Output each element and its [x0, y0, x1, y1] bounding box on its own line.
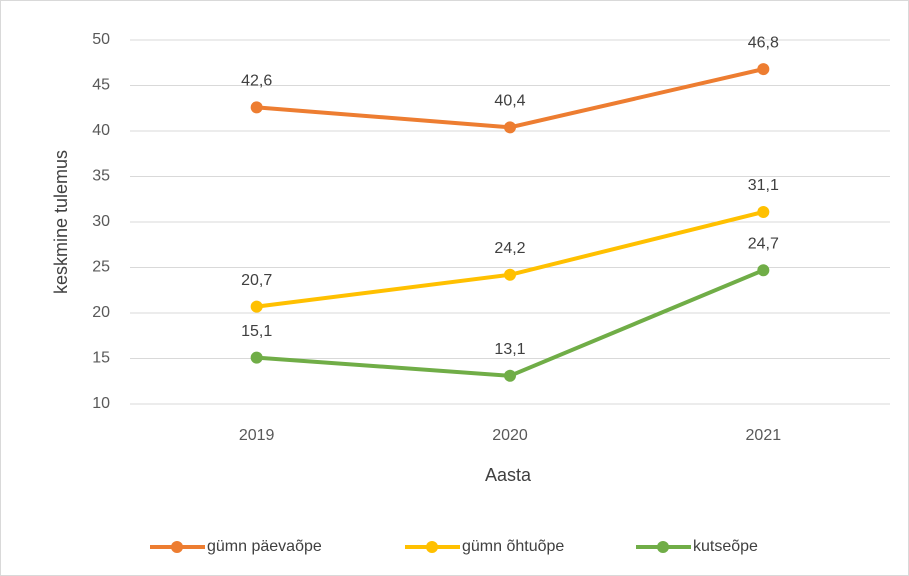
y-tick-label: 15	[92, 350, 110, 367]
marker	[250, 351, 263, 364]
data-label: 40,4	[494, 93, 525, 110]
x-tick-label: 2019	[239, 427, 275, 444]
y-tick-label: 45	[92, 77, 110, 94]
data-label: 20,7	[241, 272, 272, 289]
y-tick-label: 35	[92, 168, 110, 185]
x-tick-label: 2020	[492, 427, 528, 444]
y-tick-label: 50	[92, 31, 110, 48]
legend-marker	[171, 541, 183, 553]
data-label: 13,1	[494, 341, 525, 358]
y-tick-label: 40	[92, 122, 110, 139]
marker	[504, 369, 516, 382]
legend-marker	[426, 541, 438, 553]
data-label: 31,1	[748, 177, 779, 194]
data-label: 24,2	[494, 240, 525, 257]
marker	[504, 268, 516, 281]
legend-label: gümn päevaõpe	[207, 538, 322, 555]
legend-label: gümn õhtuõpe	[462, 538, 564, 555]
data-label: 46,8	[748, 34, 779, 51]
marker	[250, 101, 263, 114]
marker	[757, 205, 770, 218]
y-axis-label: keskmine tulemus	[51, 150, 71, 294]
marker	[757, 264, 770, 277]
legend-marker	[657, 541, 669, 553]
marker	[757, 63, 770, 76]
legend-label: kutseõpe	[693, 538, 758, 555]
y-tick-label: 20	[92, 304, 110, 321]
y-tick-label: 25	[92, 259, 110, 276]
y-tick-label: 30	[92, 213, 110, 230]
x-axis-label: Aasta	[485, 465, 532, 485]
data-label: 15,1	[241, 323, 272, 340]
x-tick-label: 2021	[746, 427, 782, 444]
data-label: 42,6	[241, 73, 272, 90]
data-label: 24,7	[748, 235, 779, 252]
marker	[504, 121, 516, 134]
y-tick-label: 10	[92, 395, 110, 412]
marker	[250, 300, 263, 313]
